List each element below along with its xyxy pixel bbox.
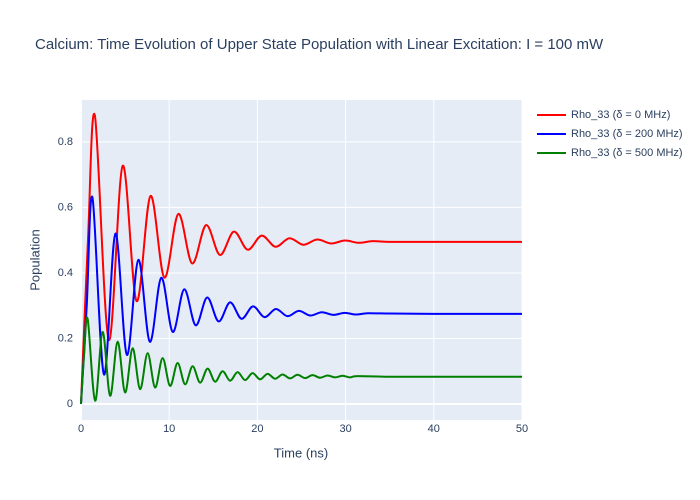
series-line: [80, 112, 522, 404]
series-line: [80, 316, 522, 405]
legend-label: Rho_33 (δ = 200 MHz): [571, 128, 683, 140]
chart-title: Calcium: Time Evolution of Upper State P…: [35, 36, 604, 53]
legend-label: Rho_33 (δ = 500 MHz): [571, 147, 683, 159]
x-tick-label: 50: [516, 423, 528, 435]
y-tick-label: 0.6: [58, 201, 73, 213]
series-line: [80, 195, 522, 405]
y-tick-label: 0: [67, 398, 73, 410]
legend-label: Rho_33 (δ = 0 MHz): [571, 109, 670, 121]
y-axis-title: Population: [27, 229, 42, 290]
y-tick-label: 0.8: [58, 136, 73, 148]
y-tick-label: 0.2: [58, 332, 73, 344]
x-tick-label: 0: [78, 423, 84, 435]
x-axis-title: Time (ns): [274, 445, 328, 460]
plot-area: [81, 100, 522, 420]
x-tick-label: 20: [251, 423, 263, 435]
x-tick-label: 40: [428, 423, 440, 435]
x-tick-label: 30: [339, 423, 351, 435]
y-tick-label: 0.4: [58, 267, 73, 279]
x-tick-label: 10: [163, 423, 175, 435]
